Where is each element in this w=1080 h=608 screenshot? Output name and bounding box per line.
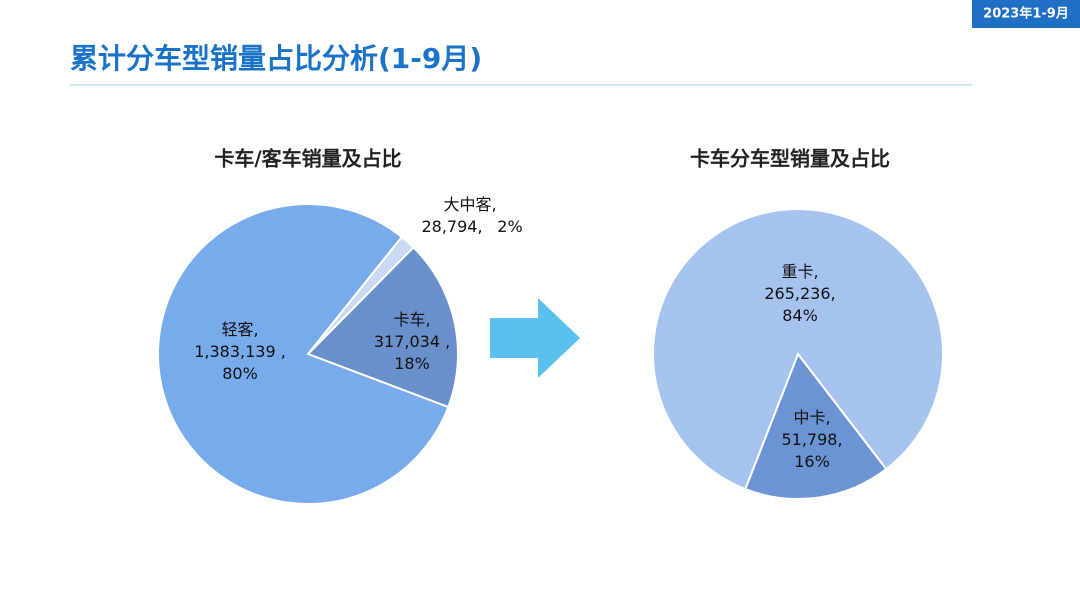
slice-label: 轻客, 1,383,139 , 80% <box>194 320 286 383</box>
pie-slice <box>652 208 944 491</box>
slice-label: 中卡, 51,798, 16% <box>781 408 842 471</box>
slice-share-label: 16% <box>794 452 830 471</box>
slice-value-label: 51,798, <box>781 430 842 449</box>
slice-category: 重卡, <box>781 262 818 281</box>
slice-share-label: 2% <box>497 217 522 236</box>
slice-share-label: 18% <box>394 354 430 373</box>
slice-label: 卡车, 317,034 , 18% <box>374 310 450 373</box>
slice-label: 重卡, 265,236, 84% <box>764 262 835 325</box>
badge-bg <box>972 0 1080 28</box>
chart-title: 卡车/客车销量及占比 <box>214 147 401 171</box>
pie-slice <box>743 351 888 500</box>
pie-slice <box>157 203 450 505</box>
slice-category: 中卡, <box>793 408 830 427</box>
slice-value-label: 28,794, <box>421 217 482 236</box>
slice-value-label: 265,236, <box>764 284 835 303</box>
slice-category: 大中客, <box>443 195 496 214</box>
slice-value-label: 317,034 , <box>374 332 450 351</box>
arrow <box>490 298 580 378</box>
slide-title: 累计分车型销量占比分析(1-9月) <box>70 42 482 75</box>
slice-share-label: 84% <box>782 306 818 325</box>
slice-category: 卡车, <box>393 310 430 329</box>
slice-label: 大中客, 28,794, 2% <box>421 195 522 236</box>
slice-share-label: 80% <box>222 364 258 383</box>
slice-value-label: 1,383,139 , <box>194 342 286 361</box>
badge: 2023年1-9月 <box>983 6 1069 22</box>
chart-title: 卡车分车型销量及占比 <box>690 147 890 171</box>
slice-category: 轻客, <box>221 320 258 339</box>
